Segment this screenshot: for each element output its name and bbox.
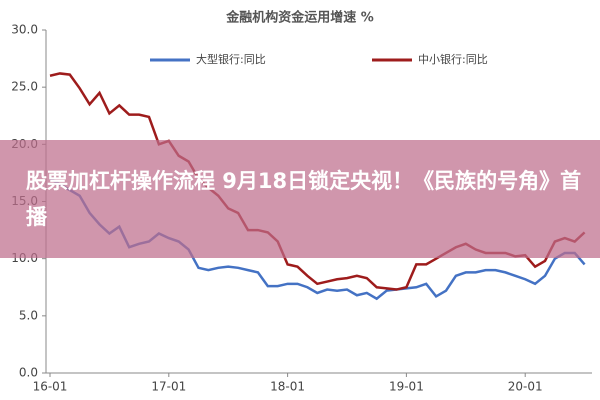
ad-banner[interactable]: 股票加杠杆操作流程 9月18日锁定央视！《民族的号角》首播 <box>0 140 600 258</box>
banner-text[interactable]: 股票加杠杆操作流程 9月18日锁定央视！《民族的号角》首播 <box>26 169 582 229</box>
y-tick-label: 25.0 <box>11 80 38 94</box>
y-tick-label: 5.0 <box>19 308 38 322</box>
x-tick-label: 20-01 <box>508 380 543 394</box>
y-tick-label: 0.0 <box>19 366 38 380</box>
legend-label: 中小银行:同比 <box>418 52 488 66</box>
x-tick-label: 16-01 <box>33 380 68 394</box>
legend-label: 大型银行:同比 <box>196 52 266 66</box>
y-tick-label: 30.0 <box>11 23 38 37</box>
x-tick-label: 18-01 <box>270 380 305 394</box>
chart-title: 金融机构资金运用增速 % <box>225 10 374 26</box>
x-tick-label: 19-01 <box>389 380 424 394</box>
x-tick-label: 17-01 <box>151 380 186 394</box>
